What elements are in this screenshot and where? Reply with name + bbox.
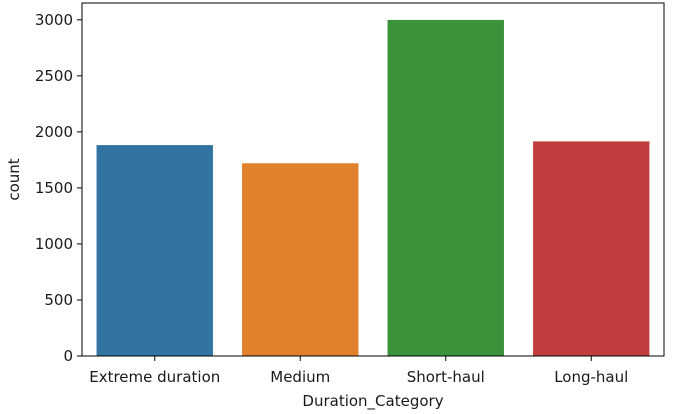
y-axis-label: count xyxy=(5,158,23,200)
y-axis: 0 500 1000 1500 2000 2500 3000 xyxy=(35,11,82,365)
bar-extreme-duration xyxy=(96,145,213,356)
x-tick-label: Long-haul xyxy=(554,368,628,386)
y-tick-label: 2000 xyxy=(35,123,73,141)
bar-short-haul xyxy=(387,19,504,356)
x-axis: Extreme duration Medium Short-haul Long-hau… xyxy=(89,356,628,386)
bar-medium xyxy=(242,163,359,356)
x-tick-label: Extreme duration xyxy=(89,368,220,386)
y-tick-label: 0 xyxy=(63,347,73,365)
y-tick-label: 1000 xyxy=(35,235,73,253)
x-axis-label: Duration_Category xyxy=(302,392,443,411)
x-tick-label: Short-haul xyxy=(407,368,485,386)
axes-frame xyxy=(81,2,665,357)
bar-long-haul xyxy=(533,141,650,356)
y-tick-label: 500 xyxy=(44,291,73,309)
y-tick-label: 3000 xyxy=(35,11,73,29)
y-tick-label: 1500 xyxy=(35,179,73,197)
x-tick-label: Medium xyxy=(270,368,330,386)
y-tick-label: 2500 xyxy=(35,67,73,85)
plot-area xyxy=(96,19,650,356)
